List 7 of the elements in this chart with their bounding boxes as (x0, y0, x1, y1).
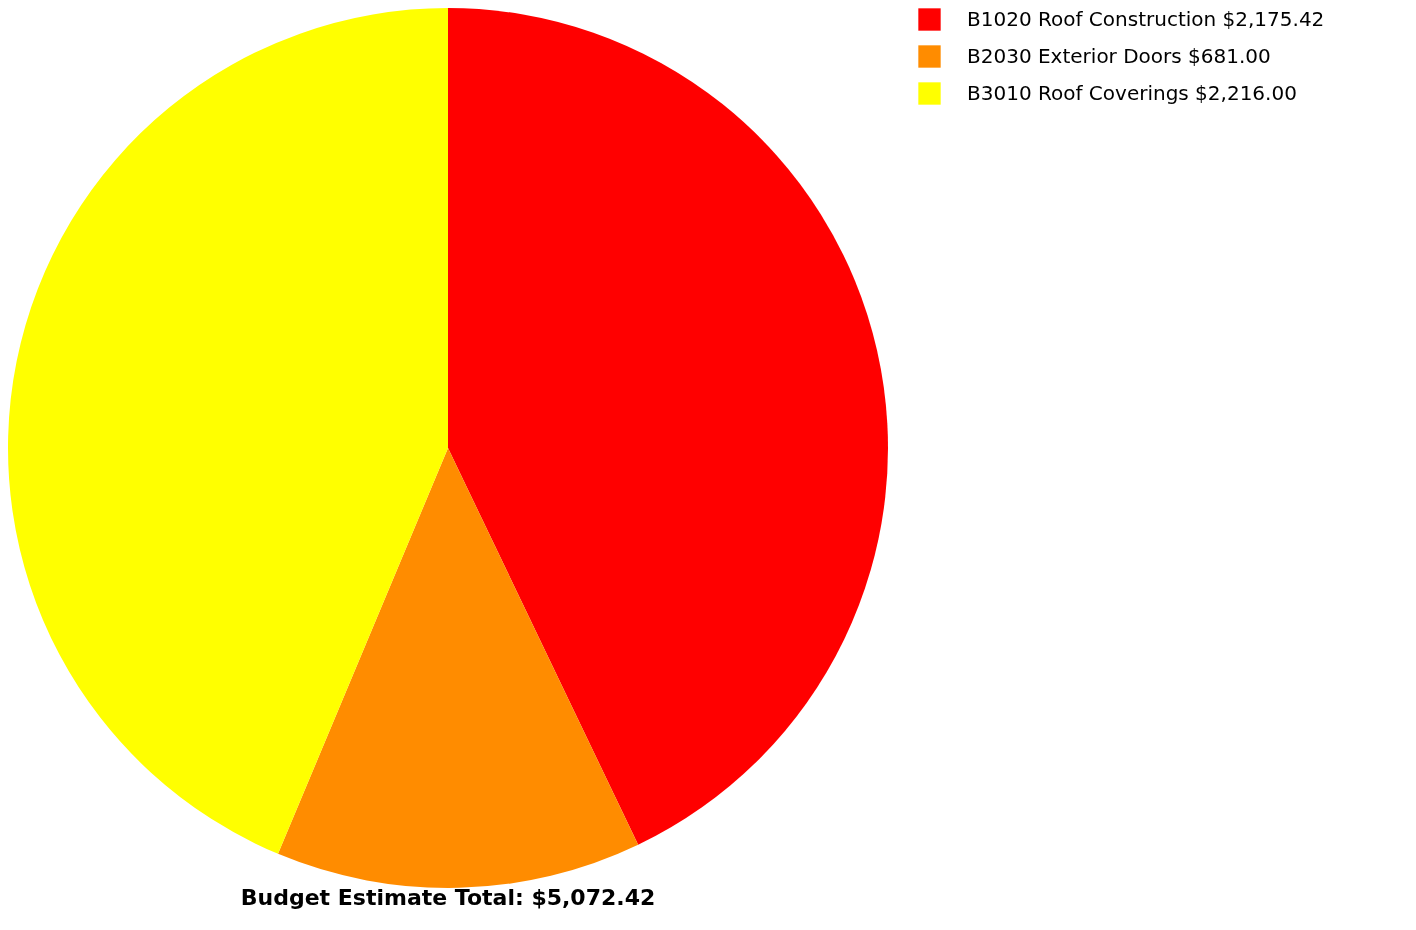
text: Budget Estimate Total: $5,072.42 (240, 885, 656, 910)
pie-slice (8, 8, 448, 854)
pie-slice (278, 448, 639, 888)
legend-label: B1020 Roof Construction $2,175.42 (967, 6, 1325, 31)
pie-slice (448, 8, 888, 845)
legend-label: B3010 Roof Coverings $2,216.00 (967, 80, 1297, 105)
legend-label: B2030 Exterior Doors $681.00 (967, 43, 1271, 68)
